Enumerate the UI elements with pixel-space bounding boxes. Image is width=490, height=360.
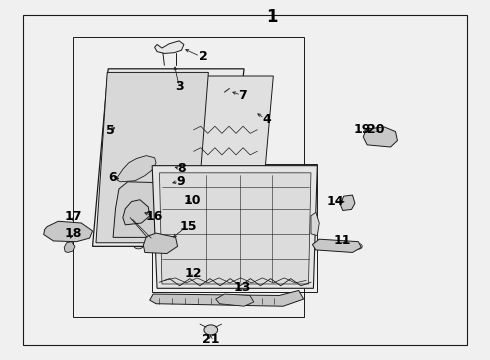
Text: 2: 2 xyxy=(199,50,208,63)
Polygon shape xyxy=(152,166,318,288)
Polygon shape xyxy=(44,221,93,242)
Circle shape xyxy=(261,299,268,304)
Polygon shape xyxy=(64,242,75,252)
Polygon shape xyxy=(363,127,397,147)
Polygon shape xyxy=(313,239,361,252)
Text: 3: 3 xyxy=(175,80,183,93)
Polygon shape xyxy=(113,182,192,237)
Circle shape xyxy=(354,243,362,249)
Text: 15: 15 xyxy=(180,220,197,233)
Text: 6: 6 xyxy=(108,171,117,184)
Circle shape xyxy=(134,242,144,249)
Polygon shape xyxy=(311,212,319,235)
Text: 21: 21 xyxy=(202,333,220,346)
Polygon shape xyxy=(96,72,208,243)
Text: 19: 19 xyxy=(354,123,371,136)
Polygon shape xyxy=(216,294,254,306)
Circle shape xyxy=(204,325,218,335)
Polygon shape xyxy=(117,156,156,182)
Text: 18: 18 xyxy=(64,227,82,240)
Circle shape xyxy=(219,91,227,97)
Text: 11: 11 xyxy=(334,234,351,247)
Polygon shape xyxy=(150,291,304,306)
Circle shape xyxy=(159,298,165,303)
Polygon shape xyxy=(144,233,177,253)
Polygon shape xyxy=(123,200,150,225)
Text: 4: 4 xyxy=(263,113,271,126)
Text: 14: 14 xyxy=(327,195,344,208)
Text: 1: 1 xyxy=(266,8,278,26)
Polygon shape xyxy=(93,69,244,246)
Polygon shape xyxy=(155,41,184,53)
Polygon shape xyxy=(159,173,311,284)
Text: 12: 12 xyxy=(185,267,202,280)
Text: 9: 9 xyxy=(176,175,185,188)
Text: 13: 13 xyxy=(234,281,251,294)
Text: 17: 17 xyxy=(64,210,82,223)
Text: 8: 8 xyxy=(177,162,186,175)
Text: 16: 16 xyxy=(146,210,163,223)
Text: 5: 5 xyxy=(106,124,115,137)
Polygon shape xyxy=(191,76,273,230)
Text: 7: 7 xyxy=(238,89,247,102)
Text: 10: 10 xyxy=(183,194,201,207)
Text: 20: 20 xyxy=(367,123,385,136)
Polygon shape xyxy=(340,195,355,211)
